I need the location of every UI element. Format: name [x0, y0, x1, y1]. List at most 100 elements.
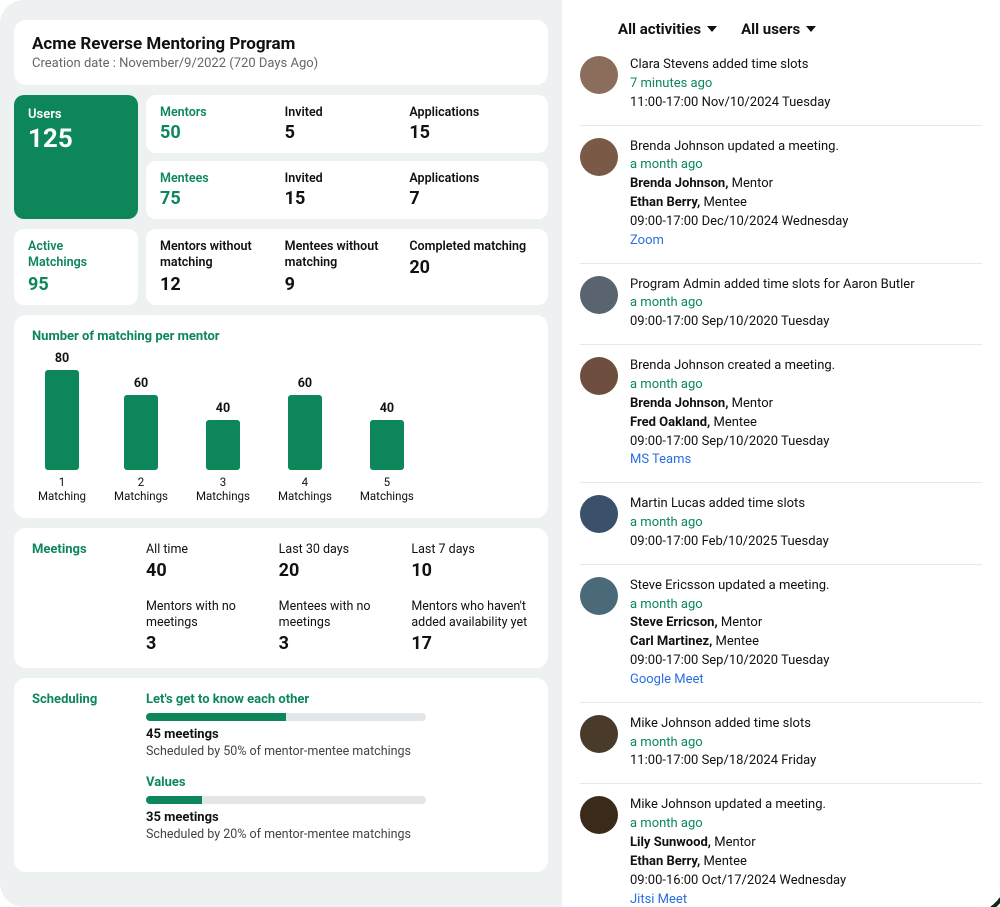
scheduling-section-label: Scheduling	[32, 692, 132, 707]
feed-person-2: Ethan Berry, Mentee	[630, 853, 982, 872]
feed-action: Clara Stevens added time slots	[630, 56, 982, 75]
mentors-apps-label: Applications	[409, 105, 534, 120]
mentees-without-cell: Mentees without matching 9	[285, 239, 410, 295]
feed-time: a month ago	[630, 156, 982, 175]
avatar	[580, 495, 618, 533]
feed-person-1: Brenda Johnson, Mentor	[630, 175, 982, 194]
bar-rect	[288, 395, 322, 470]
scheduling-item: Values35 meetingsScheduled by 20% of men…	[146, 775, 530, 842]
mentors-invited-label: Invited	[285, 105, 410, 120]
feed-body: Steve Ericsson updated a meeting.a month…	[630, 577, 982, 690]
feed-time: a month ago	[630, 376, 982, 395]
mentees-label: Mentees	[160, 171, 285, 186]
left-panel: Acme Reverse Mentoring Program Creation …	[0, 0, 562, 907]
feed-action: Program Admin added time slots for Aaron…	[630, 276, 982, 295]
mentors-apps-cell: Applications 15	[409, 105, 534, 143]
feed-time: a month ago	[630, 815, 982, 834]
feed-schedule: 09:00-17:00 Sep/10/2020 Tuesday	[630, 313, 982, 332]
activity-panel: All activities All users Clara Stevens a…	[562, 0, 1000, 907]
feed-schedule: 11:00-17:00 Sep/18/2024 Friday	[630, 752, 982, 771]
feed-item[interactable]: Mike Johnson updated a meeting.a month a…	[580, 784, 982, 907]
bar-value: 40	[216, 401, 230, 416]
matching-chart-card: Number of matching per mentor 801Matchin…	[14, 315, 548, 518]
bar-value: 40	[380, 401, 394, 416]
scheduling-content: Let's get to know each other45 meetingsS…	[146, 692, 530, 858]
mentors-label: Mentors	[160, 105, 285, 120]
feed-person-1: Lily Sunwood, Mentor	[630, 834, 982, 853]
feed-body: Brenda Johnson created a meeting.a month…	[630, 357, 982, 470]
avatar	[580, 715, 618, 753]
feed-item[interactable]: Brenda Johnson created a meeting.a month…	[580, 345, 982, 483]
mentees-without-label: Mentees without matching	[285, 239, 410, 272]
users-label: Users	[28, 107, 124, 122]
feed-item[interactable]: Brenda Johnson updated a meeting.a month…	[580, 126, 982, 264]
mentees-apps-label: Applications	[409, 171, 534, 186]
bar-rect	[124, 395, 158, 470]
progress-bar	[146, 713, 426, 721]
mentors-invited-value: 5	[285, 122, 410, 143]
users-box[interactable]: Users 125	[14, 95, 138, 219]
feed-link[interactable]: Google Meet	[630, 671, 982, 690]
scheduling-item-meta1: 45 meetings	[146, 727, 530, 742]
mentors-no-avail-cell: Mentors who haven't added availability y…	[411, 599, 530, 655]
mentees-apps-cell: Applications 7	[409, 171, 534, 209]
feed-link[interactable]: Jitsi Meet	[630, 891, 982, 907]
activity-feed: Clara Stevens added time slots7 minutes …	[580, 56, 982, 907]
filter-users[interactable]: All users	[741, 20, 816, 38]
all-time-cell: All time 40	[146, 542, 265, 581]
mentors-without-value: 12	[160, 274, 285, 295]
feed-action: Brenda Johnson created a meeting.	[630, 357, 982, 376]
chevron-down-icon	[806, 26, 816, 32]
avatar	[580, 56, 618, 94]
feed-link[interactable]: MS Teams	[630, 451, 982, 470]
chart-title: Number of matching per mentor	[32, 329, 530, 344]
dashboard-container: Acme Reverse Mentoring Program Creation …	[0, 0, 1000, 907]
last-30-value: 20	[279, 560, 398, 581]
filter-activities[interactable]: All activities	[618, 20, 717, 38]
scheduling-item: Let's get to know each other45 meetingsS…	[146, 692, 530, 759]
mentees-invited-cell: Invited 15	[285, 171, 410, 209]
scheduling-item-meta2: Scheduled by 20% of mentor-mentee matchi…	[146, 827, 530, 842]
avatar	[580, 357, 618, 395]
feed-action: Martin Lucas added time slots	[630, 495, 982, 514]
users-value: 125	[28, 124, 124, 154]
scheduling-item-meta2: Scheduled by 50% of mentor-mentee matchi…	[146, 744, 530, 759]
feed-time: a month ago	[630, 294, 982, 313]
last-7-label: Last 7 days	[411, 542, 530, 558]
bar-label: 2Matchings	[114, 476, 168, 504]
meetings-row-2: Mentors with no meetings 3 Mentees with …	[146, 599, 530, 655]
feed-person-1: Brenda Johnson, Mentor	[630, 395, 982, 414]
mentees-without-value: 9	[285, 274, 410, 295]
scheduling-card: Scheduling Let's get to know each other4…	[14, 678, 548, 872]
feed-link[interactable]: Zoom	[630, 232, 982, 251]
feed-person-1: Steve Erricson, Mentor	[630, 614, 982, 633]
bar-rect	[370, 420, 404, 470]
feed-body: Mike Johnson updated a meeting.a month a…	[630, 796, 982, 907]
feed-item[interactable]: Mike Johnson added time slotsa month ago…	[580, 703, 982, 785]
meetings-content: All time 40 Last 30 days 20 Last 7 days …	[146, 542, 530, 655]
feed-schedule: 09:00-17:00 Feb/10/2025 Tuesday	[630, 533, 982, 552]
chart-bar: 403Matchings	[196, 401, 250, 504]
progress-fill	[146, 796, 202, 804]
matching-row: Active Matchings 95 Mentors without matc…	[14, 229, 548, 305]
last-7-cell: Last 7 days 10	[411, 542, 530, 581]
feed-person-2: Fred Oakland, Mentee	[630, 414, 982, 433]
feed-schedule: 09:00-16:00 Oct/17/2024 Wednesday	[630, 872, 982, 891]
activity-filters: All activities All users	[580, 20, 982, 38]
avatar	[580, 796, 618, 834]
mentors-no-meet-label: Mentors with no meetings	[146, 599, 265, 632]
chart-bars: 801Matching602Matchings403Matchings604Ma…	[32, 354, 530, 504]
meetings-row-1: All time 40 Last 30 days 20 Last 7 days …	[146, 542, 530, 581]
mentors-without-cell: Mentors without matching 12	[160, 239, 285, 295]
bar-label: 1Matching	[38, 476, 86, 504]
feed-time: a month ago	[630, 596, 982, 615]
feed-item[interactable]: Martin Lucas added time slotsa month ago…	[580, 483, 982, 565]
completed-label: Completed matching	[409, 239, 534, 255]
feed-item[interactable]: Program Admin added time slots for Aaron…	[580, 264, 982, 346]
feed-action: Steve Ericsson updated a meeting.	[630, 577, 982, 596]
feed-item[interactable]: Steve Ericsson updated a meeting.a month…	[580, 565, 982, 703]
mentees-apps-value: 7	[409, 188, 534, 209]
mentees-no-meet-cell: Mentees with no meetings 3	[279, 599, 398, 655]
feed-item[interactable]: Clara Stevens added time slots7 minutes …	[580, 56, 982, 126]
chart-bar: 604Matchings	[278, 376, 332, 504]
